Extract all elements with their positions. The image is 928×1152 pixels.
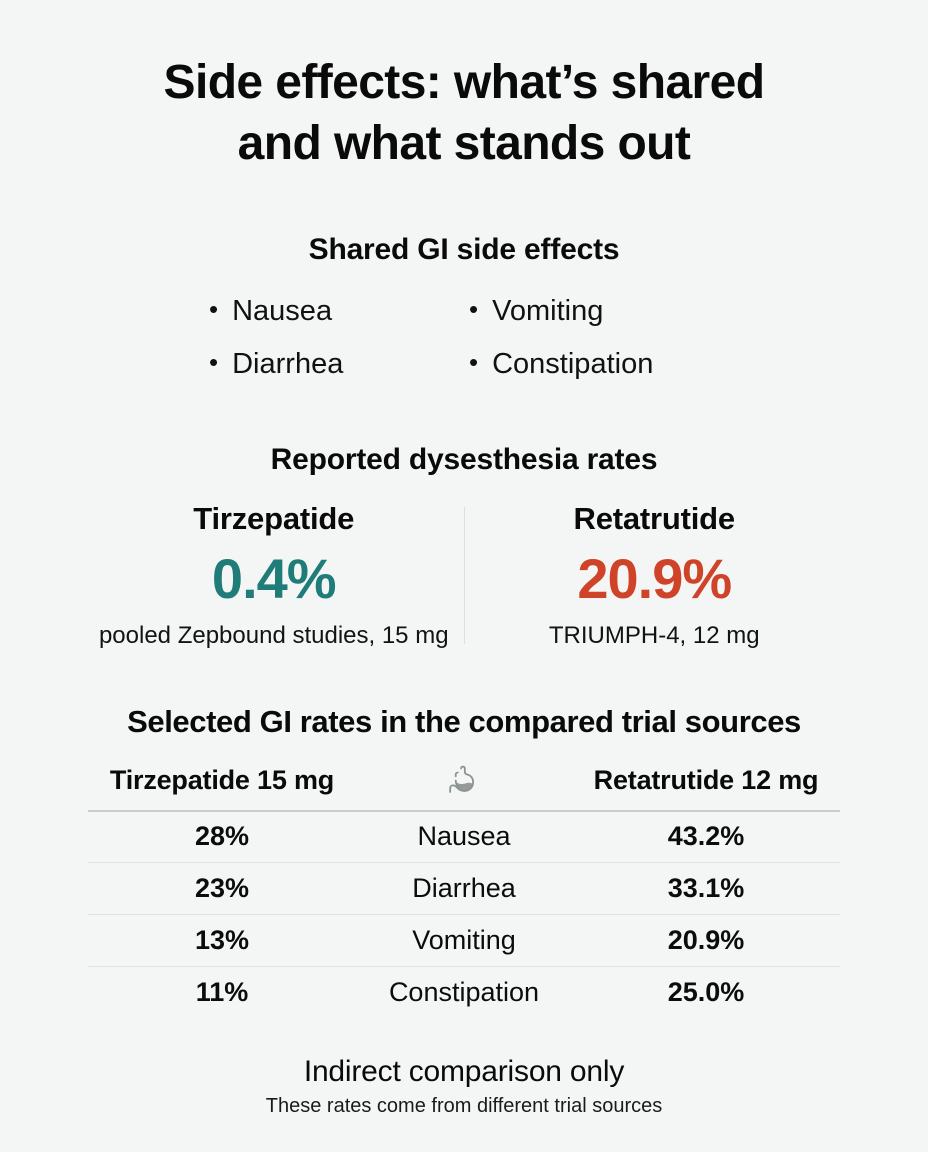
bullet-icon: •	[469, 346, 479, 377]
table-row: 28% Nausea 43.2%	[88, 811, 840, 863]
rate-card-tirzepatide: Tirzepatide 0.4% pooled Zepbound studies…	[84, 501, 464, 652]
table-header-row: Tirzepatide 15 mg Retatrutide 12 mg	[88, 762, 840, 811]
list-item: • Nausea	[209, 289, 459, 334]
gi-rates-table-section: Selected GI rates in the compared trial …	[24, 704, 904, 1019]
cell-retatrutide-rate: 25.0%	[667, 977, 745, 1008]
cell-symptom-label: Vomiting	[412, 925, 516, 956]
cell-retatrutide-rate: 43.2%	[667, 821, 745, 852]
list-item-label: Constipation	[492, 347, 654, 380]
list-item-label: Nausea	[232, 294, 333, 327]
dysesthesia-rates-heading: Reported dysesthesia rates	[270, 442, 658, 476]
shared-side-effects-section: Shared GI side effects • Nausea • Vomiti…	[24, 233, 904, 387]
rate-source-note: TRIUMPH-4, 12 mg	[548, 622, 760, 650]
cell-tirzepatide-rate: 28%	[194, 821, 250, 852]
rate-card-retatrutide: Retatrutide 20.9% TRIUMPH-4, 12 mg	[465, 501, 845, 652]
column-header-symptom	[356, 762, 572, 811]
dysesthesia-rates-section: Reported dysesthesia rates Tirzepatide 0…	[24, 443, 904, 652]
rate-drug-name: Retatrutide	[573, 500, 736, 536]
list-item: • Constipation	[469, 342, 719, 387]
cell-symptom-label: Nausea	[417, 821, 511, 852]
footer-headline: Indirect comparison only	[303, 1054, 625, 1088]
rate-drug-name: Tirzepatide	[193, 500, 355, 536]
gi-rates-table-title: Selected GI rates in the compared trial …	[127, 703, 801, 739]
rate-value: 0.4%	[211, 546, 337, 610]
bullet-icon: •	[209, 346, 219, 377]
stomach-icon	[445, 762, 483, 800]
gi-rates-table: Tirzepatide 15 mg Retatrutide 12 mg	[88, 762, 840, 1019]
bullet-icon: •	[469, 293, 479, 324]
page-title: Side effects: what’s shared and what sta…	[164, 52, 765, 175]
list-item: • Diarrhea	[209, 342, 459, 387]
cell-tirzepatide-rate: 23%	[194, 873, 250, 904]
list-item: • Vomiting	[469, 289, 719, 334]
page-title-line-2: and what stands out	[237, 117, 691, 171]
cell-tirzepatide-rate: 13%	[194, 925, 250, 956]
table-row: 23% Diarrhea 33.1%	[88, 863, 840, 915]
footer-disclaimer: Indirect comparison only These rates com…	[24, 1055, 904, 1118]
page-title-line-1: Side effects: what’s shared	[163, 56, 765, 109]
column-header-retatrutide: Retatrutide 12 mg	[593, 765, 819, 796]
table-row: 11% Constipation 25.0%	[88, 967, 840, 1019]
cell-retatrutide-rate: 33.1%	[667, 873, 745, 904]
table-body: 28% Nausea 43.2% 23% Diarrhea 33.1% 13% …	[88, 811, 840, 1019]
cell-retatrutide-rate: 20.9%	[667, 925, 745, 956]
table-header: Tirzepatide 15 mg Retatrutide 12 mg	[88, 762, 840, 811]
vertical-divider	[463, 506, 465, 644]
dysesthesia-comparison: Tirzepatide 0.4% pooled Zepbound studies…	[84, 501, 844, 652]
column-header-tirzepatide: Tirzepatide 15 mg	[109, 765, 335, 796]
cell-tirzepatide-rate: 11%	[195, 977, 249, 1008]
cell-symptom-label: Diarrhea	[412, 873, 516, 904]
shared-side-effects-list: • Nausea • Vomiting • Diarrhea • Constip…	[209, 289, 719, 387]
table-row: 13% Vomiting 20.9%	[88, 915, 840, 967]
rate-source-note: pooled Zepbound studies, 15 mg	[98, 622, 449, 650]
shared-side-effects-heading: Shared GI side effects	[308, 232, 620, 266]
bullet-icon: •	[209, 293, 219, 324]
list-item-label: Vomiting	[492, 294, 604, 327]
footer-subtext: These rates come from different trial so…	[265, 1094, 663, 1117]
rate-value: 20.9%	[577, 546, 732, 610]
cell-symptom-label: Constipation	[388, 977, 540, 1008]
list-item-label: Diarrhea	[232, 347, 344, 380]
